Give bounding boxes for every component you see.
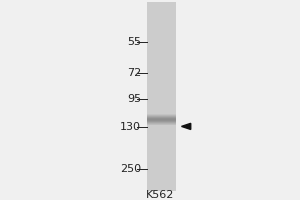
Polygon shape — [182, 123, 191, 129]
Text: K562: K562 — [146, 190, 175, 200]
Text: 72: 72 — [127, 68, 141, 78]
Text: 130: 130 — [120, 122, 141, 132]
Text: 95: 95 — [127, 94, 141, 104]
Text: 250: 250 — [120, 164, 141, 174]
Text: 55: 55 — [127, 37, 141, 47]
